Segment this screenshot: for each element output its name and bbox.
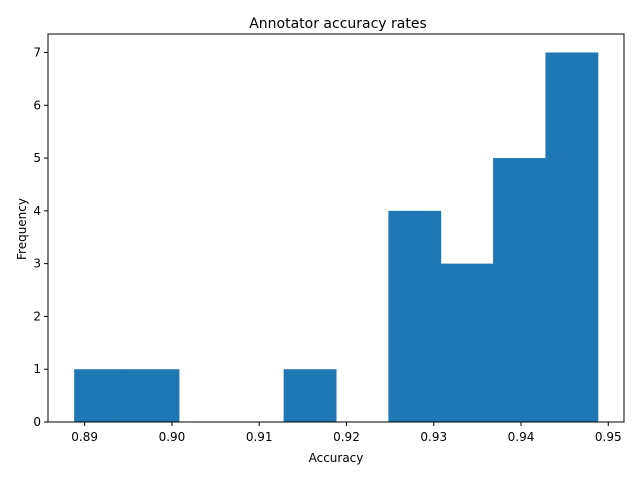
y-tick-label: 2 [33,309,41,323]
y-tick-label: 1 [33,362,41,376]
x-axis-ticks: 0.89 0.90 0.91 0.92 0.93 0.94 0.95 [71,422,622,444]
histogram-bar-8 [493,158,546,422]
histogram-bar-1 [126,369,180,422]
bars-group [74,52,599,422]
histogram-bar-9 [545,52,599,422]
y-tick-label: 7 [33,45,41,59]
x-tick-label: 0.94 [508,430,535,444]
y-axis-ticks: 0 1 2 3 4 5 6 7 [33,45,48,429]
y-axis-label: Frequency [15,198,29,260]
y-tick-label: 5 [33,151,41,165]
y-tick-label: 4 [33,204,41,218]
histogram-bar-0 [74,369,128,422]
x-tick-label: 0.91 [246,430,273,444]
x-tick-label: 0.89 [71,430,98,444]
y-tick-label: 0 [33,415,41,429]
x-tick-label: 0.95 [595,430,622,444]
histogram-bar-4 [283,369,337,422]
plot-frame [47,33,625,423]
histogram-bar-7 [440,263,494,422]
x-tick-label: 0.93 [420,430,447,444]
x-tick-label: 0.92 [333,430,360,444]
histogram-bar-6 [388,210,442,422]
x-axis-label: Accuracy [309,451,364,465]
y-tick-label: 3 [33,257,41,271]
x-tick-label: 0.90 [159,430,186,444]
chart-title: Annotator accuracy rates [249,16,427,32]
y-tick-label: 6 [33,98,41,112]
